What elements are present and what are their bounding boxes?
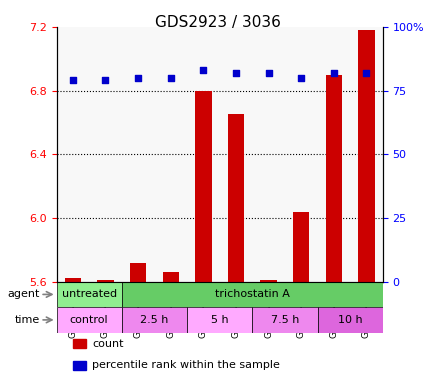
Point — [232, 70, 239, 76]
Bar — [260, 280, 276, 282]
Text: count: count — [92, 339, 124, 349]
Bar — [195, 91, 211, 282]
Bar — [154, 27, 187, 282]
Text: 5 h: 5 h — [210, 315, 228, 325]
Point — [167, 75, 174, 81]
Text: agent: agent — [8, 290, 40, 300]
Bar — [122, 27, 154, 282]
FancyBboxPatch shape — [122, 282, 382, 307]
Bar — [89, 27, 122, 282]
Text: control: control — [70, 315, 108, 325]
Text: GDS2923 / 3036: GDS2923 / 3036 — [154, 15, 280, 30]
FancyBboxPatch shape — [252, 307, 317, 333]
Point — [330, 70, 337, 76]
Bar — [73, 339, 86, 348]
Text: 2.5 h: 2.5 h — [140, 315, 168, 325]
Bar — [252, 27, 284, 282]
Bar — [293, 212, 309, 282]
Point — [69, 77, 76, 83]
Point — [135, 75, 141, 81]
Point — [297, 75, 304, 81]
Bar — [130, 263, 146, 282]
Bar — [317, 27, 349, 282]
FancyBboxPatch shape — [187, 307, 252, 333]
Bar — [187, 27, 219, 282]
Bar — [349, 27, 382, 282]
Point — [265, 70, 272, 76]
Text: time: time — [15, 315, 40, 325]
Bar — [56, 27, 89, 282]
FancyBboxPatch shape — [317, 307, 382, 333]
Bar — [325, 74, 341, 282]
Text: 10 h: 10 h — [337, 315, 362, 325]
Bar — [73, 361, 86, 370]
Point — [102, 77, 108, 83]
Bar — [65, 278, 81, 282]
Text: percentile rank within the sample: percentile rank within the sample — [92, 361, 279, 371]
Bar — [227, 114, 243, 282]
FancyBboxPatch shape — [56, 307, 122, 333]
Text: untreated: untreated — [62, 290, 116, 300]
Bar — [284, 27, 317, 282]
Bar — [358, 30, 374, 282]
Text: 7.5 h: 7.5 h — [270, 315, 299, 325]
Point — [199, 67, 207, 73]
Bar — [162, 272, 178, 282]
Bar — [219, 27, 252, 282]
Point — [362, 70, 369, 76]
Bar — [97, 280, 113, 282]
Text: trichostatin A: trichostatin A — [214, 290, 289, 300]
FancyBboxPatch shape — [56, 282, 122, 307]
FancyBboxPatch shape — [122, 307, 187, 333]
